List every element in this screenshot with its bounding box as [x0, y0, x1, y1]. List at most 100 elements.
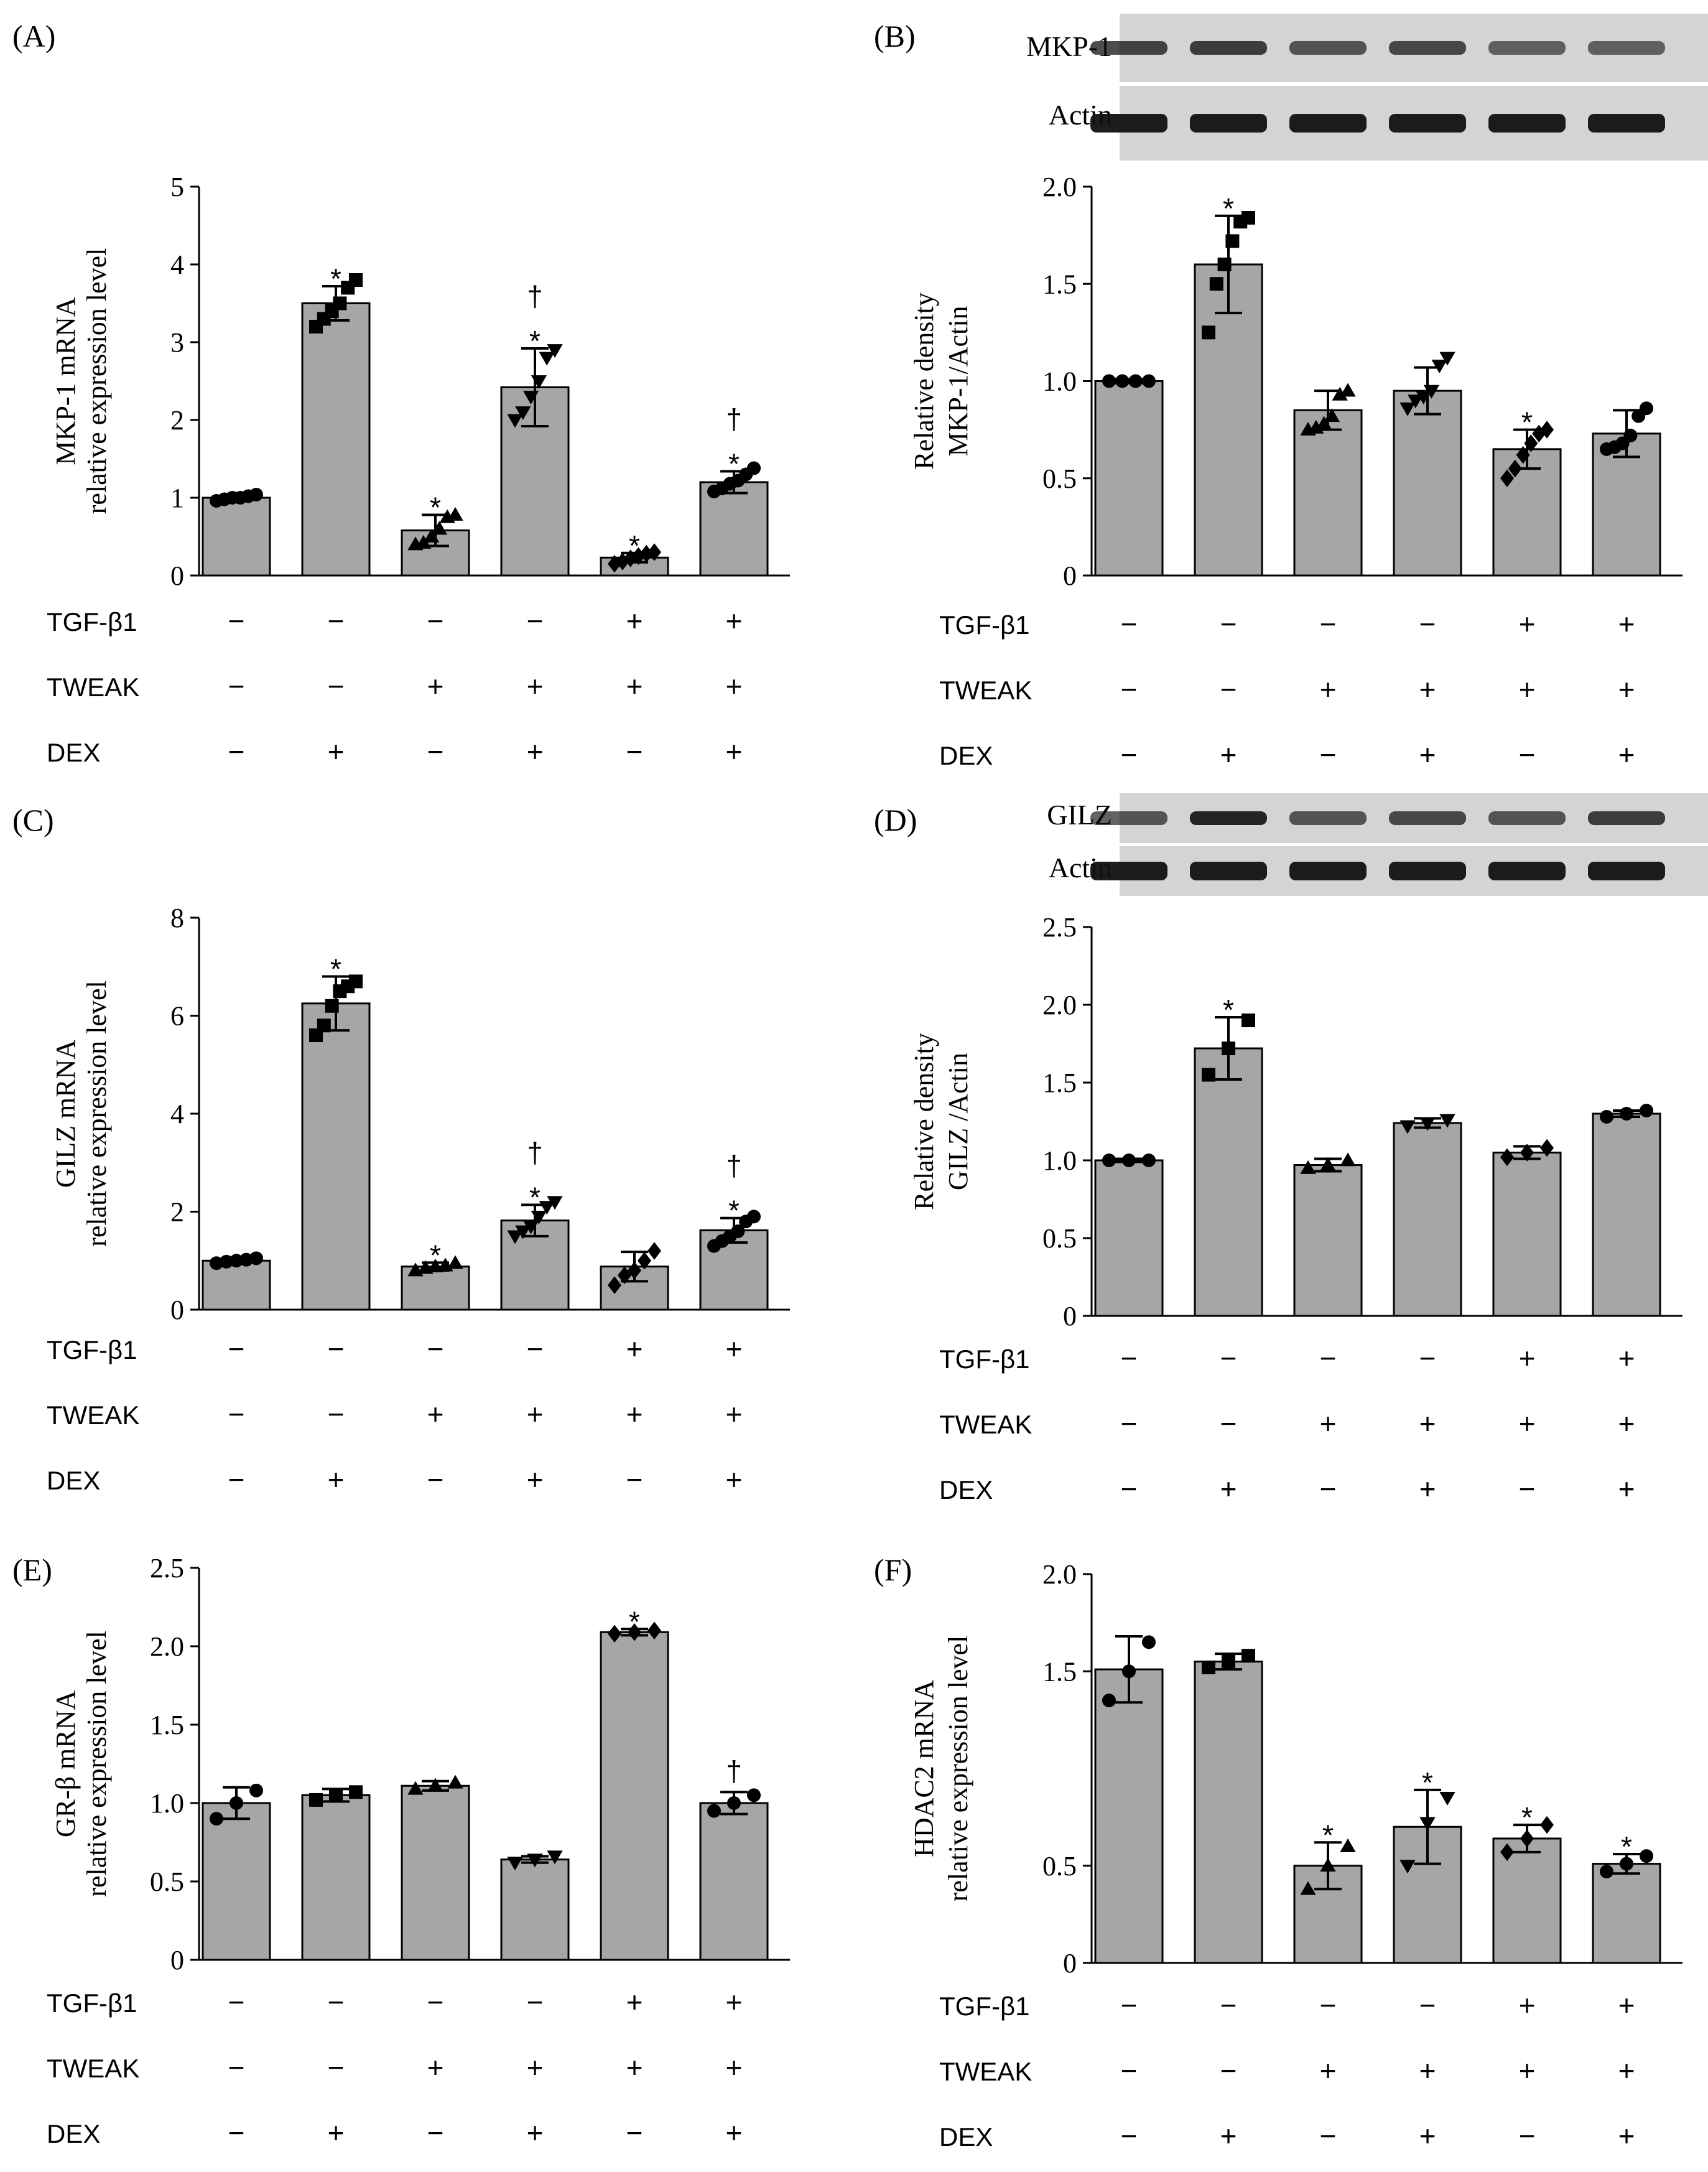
treatment-sign: −: [1220, 1407, 1237, 1440]
treatment-sign: −: [427, 735, 444, 768]
treatment-sign: −: [1121, 608, 1138, 640]
treatment-sign: +: [726, 2051, 743, 2084]
treatment-sign: −: [1419, 608, 1436, 640]
treatment-label: DEX: [939, 1475, 993, 1504]
data-point: [447, 1255, 463, 1269]
treatment-sign: −: [1320, 739, 1337, 771]
data-point: [1640, 401, 1653, 416]
data-point: [1500, 1148, 1514, 1167]
data-point: [647, 543, 661, 561]
treatment-sign: +: [1220, 2120, 1237, 2152]
data-point: [1399, 402, 1416, 416]
y-tick-label: 0.5: [150, 1867, 184, 1897]
blot-band: [1488, 811, 1566, 825]
blot-band: [1588, 811, 1665, 825]
treatment-sign: +: [626, 605, 643, 637]
treatment-sign: −: [228, 670, 245, 702]
y-tick-label: 0.5: [1042, 1851, 1077, 1881]
data-point: [1399, 1120, 1416, 1134]
data-point: [1202, 1068, 1215, 1082]
data-point: [1217, 258, 1232, 271]
treatment-sign: −: [527, 605, 544, 637]
data-point: [230, 1796, 243, 1810]
treatment-sign: −: [328, 2051, 345, 2084]
treatment-sign: −: [1121, 1407, 1138, 1440]
data-point: [527, 1853, 543, 1868]
treatment-sign: −: [228, 735, 245, 768]
treatment-sign: −: [1320, 2120, 1337, 2152]
treatment-sign: +: [1419, 739, 1436, 771]
data-point: [249, 1783, 263, 1797]
y-axis-label: relative expression level: [81, 981, 112, 1247]
treatment-label: TGF-β1: [47, 1988, 137, 2018]
treatment-label: DEX: [47, 2119, 100, 2148]
chart-panel: (B) 0 0.5 1.0 1.5 2.0 Relative density MKP-1/Ac…: [874, 14, 1708, 771]
data-point: [638, 1251, 651, 1270]
treatment-sign: −: [1519, 2120, 1536, 2152]
data-point: [647, 1621, 661, 1640]
treatment-sign: +: [626, 2051, 643, 2084]
data-point: [628, 1623, 641, 1641]
treatment-sign: −: [1121, 673, 1138, 706]
treatment-sign: +: [527, 2117, 544, 2149]
treatment-sign: −: [1419, 1342, 1436, 1374]
data-point: [747, 1788, 761, 1802]
data-point: [1399, 1860, 1416, 1874]
bar: [600, 1631, 669, 1961]
data-point: [507, 1230, 523, 1244]
treatment-sign: +: [1419, 2054, 1436, 2087]
data-point: [1115, 374, 1130, 388]
data-point: [1142, 1154, 1156, 1167]
treatment-sign: −: [228, 2051, 245, 2084]
treatment-sign: +: [1519, 1342, 1536, 1374]
data-point: [329, 1788, 343, 1802]
data-point: [608, 1624, 621, 1643]
bar: [1492, 1152, 1562, 1317]
blot-band: [1090, 811, 1167, 825]
blot-band: [1190, 41, 1267, 55]
y-axis-label: relative expression level: [943, 1636, 973, 1902]
data-point: [349, 974, 363, 989]
y-tick-label: 0: [170, 1295, 184, 1325]
data-point: [1508, 459, 1522, 478]
data-point: [608, 554, 621, 573]
treatment-sign: +: [427, 1398, 444, 1430]
panel-label: (B): [874, 19, 916, 54]
treatment-label: TWEAK: [47, 2054, 139, 2083]
y-tick-label: 2.0: [1042, 1559, 1077, 1590]
data-point: [407, 1781, 424, 1795]
data-point: [1316, 416, 1332, 430]
data-point: [1620, 1857, 1633, 1871]
data-point: [1431, 360, 1447, 374]
data-point: [639, 544, 654, 563]
treatment-sign: +: [1618, 2120, 1635, 2152]
data-point: [1500, 469, 1514, 488]
data-point: [1242, 1014, 1255, 1027]
treatment-sign: −: [527, 1986, 544, 2018]
treatment-label: TWEAK: [939, 1410, 1032, 1439]
treatment-sign: +: [1220, 739, 1237, 771]
bar: [301, 1002, 371, 1311]
treatment-sign: +: [1519, 1989, 1536, 2021]
treatment-sign: +: [726, 1398, 743, 1430]
blot-band: [1289, 114, 1367, 133]
data-point: [1142, 1635, 1156, 1649]
data-point: [1102, 374, 1116, 388]
blot-band: [1190, 114, 1267, 133]
data-point: [522, 391, 539, 405]
y-axis-label: GILZ mRNA: [50, 1040, 81, 1188]
bar: [1293, 409, 1363, 577]
treatment-sign: −: [626, 1463, 643, 1496]
blot-band: [1488, 41, 1566, 55]
blot-band: [1588, 41, 1665, 55]
data-point: [531, 375, 547, 389]
data-point: [333, 296, 347, 310]
bar: [1194, 1661, 1263, 1964]
treatment-sign: +: [1519, 2054, 1536, 2087]
data-point: [727, 1796, 741, 1810]
treatment-sign: −: [1121, 1473, 1138, 1505]
data-point: [631, 547, 646, 566]
treatment-label: TGF-β1: [47, 1335, 137, 1364]
treatment-sign: −: [1220, 2054, 1237, 2087]
y-axis-label: Relative density: [909, 1033, 939, 1210]
